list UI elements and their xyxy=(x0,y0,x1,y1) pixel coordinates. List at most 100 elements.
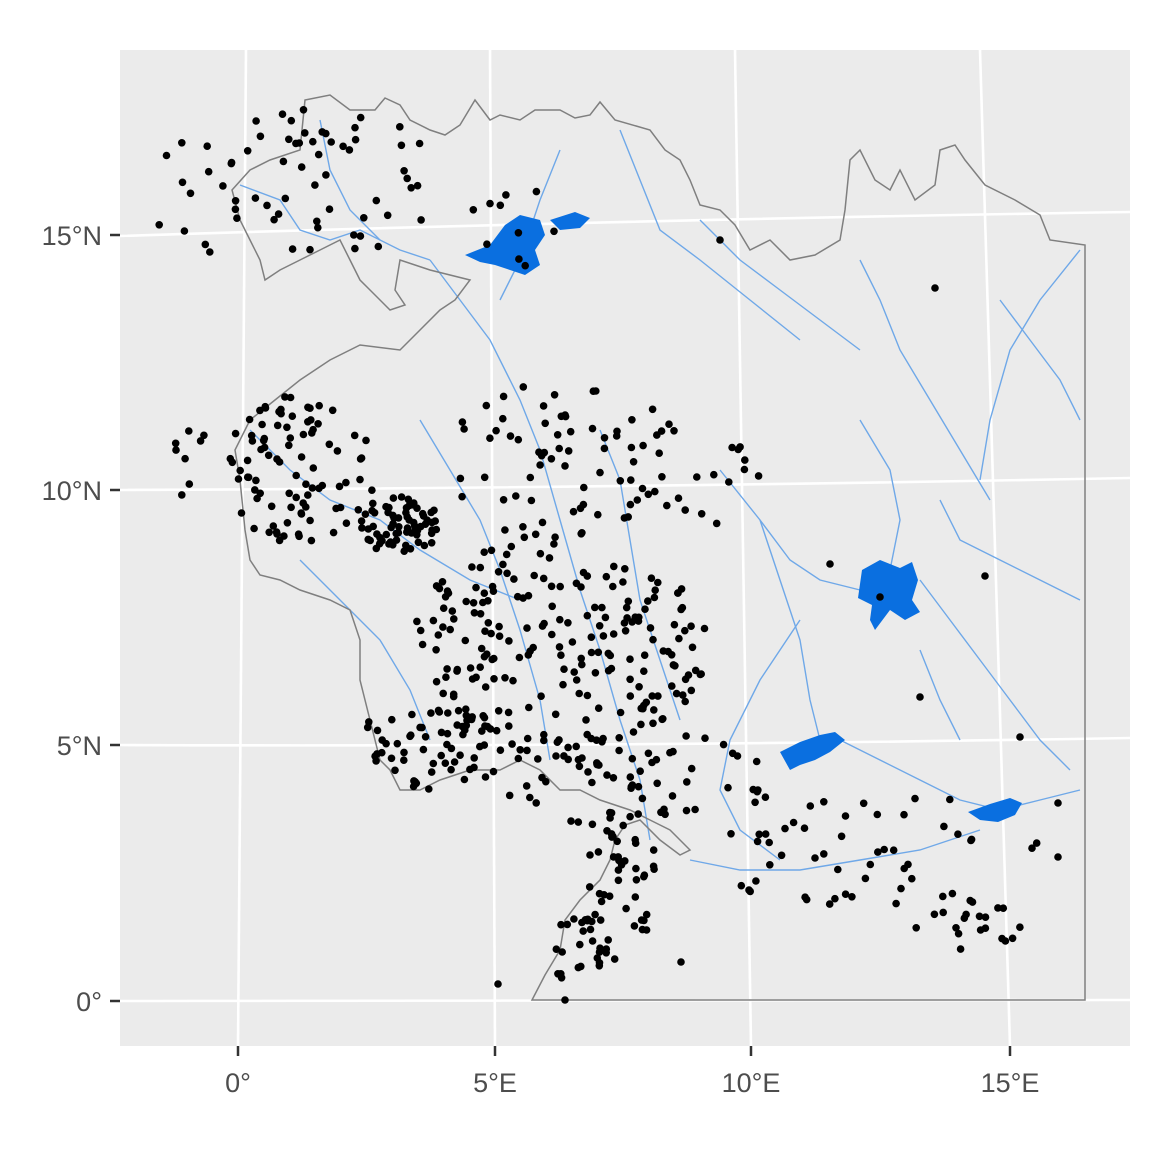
observation-point xyxy=(954,830,962,838)
observation-point xyxy=(413,617,421,626)
observation-point xyxy=(201,240,210,249)
observation-point xyxy=(480,713,489,722)
observation-point xyxy=(419,745,428,754)
observation-point xyxy=(540,730,548,739)
observation-point xyxy=(609,774,618,782)
observation-point xyxy=(765,838,773,847)
observation-point xyxy=(547,582,556,591)
observation-point xyxy=(981,924,990,932)
observation-point xyxy=(374,242,383,251)
observation-point xyxy=(358,524,366,532)
observation-point xyxy=(728,749,737,758)
observation-point xyxy=(555,736,563,744)
observation-point xyxy=(258,420,266,429)
observation-point xyxy=(494,980,502,988)
observation-point xyxy=(250,524,258,533)
observation-point xyxy=(443,729,452,738)
observation-point xyxy=(550,391,559,399)
observation-point xyxy=(825,900,834,908)
observation-point xyxy=(998,934,1006,943)
observation-point xyxy=(219,182,227,190)
observation-point xyxy=(438,578,447,586)
observation-point xyxy=(624,597,633,606)
observation-point xyxy=(469,599,478,607)
observation-point xyxy=(400,748,408,757)
observation-point xyxy=(681,675,690,684)
observation-point xyxy=(650,865,658,873)
observation-point xyxy=(1016,923,1024,931)
observation-point xyxy=(834,865,842,874)
observation-point xyxy=(494,568,503,576)
observation-point xyxy=(616,477,625,485)
observation-point xyxy=(541,419,549,428)
observation-point xyxy=(687,622,695,630)
observation-point xyxy=(458,722,467,731)
river xyxy=(239,184,431,261)
observation-point xyxy=(719,740,728,749)
observation-point xyxy=(701,734,709,742)
observation-point xyxy=(897,884,905,893)
observation-point xyxy=(269,522,278,530)
observation-point xyxy=(447,765,455,774)
observation-point xyxy=(314,150,323,159)
observation-point xyxy=(514,229,523,237)
observation-point xyxy=(441,759,450,767)
observation-point xyxy=(227,158,236,167)
observation-point xyxy=(523,734,532,743)
observation-point xyxy=(332,504,340,513)
observation-point xyxy=(761,830,770,838)
observation-point xyxy=(820,850,828,858)
observation-point xyxy=(185,427,193,435)
observation-point xyxy=(640,667,648,675)
observation-point xyxy=(550,227,558,236)
observation-point xyxy=(378,736,387,744)
observation-point xyxy=(626,812,634,821)
observation-point xyxy=(874,848,882,856)
observation-point xyxy=(880,845,888,854)
observation-point xyxy=(369,499,377,508)
observation-point xyxy=(631,835,639,844)
observation-point xyxy=(587,633,596,641)
observation-point xyxy=(481,627,489,635)
x-tick-label-15e: 15°E xyxy=(981,1068,1040,1098)
observation-point xyxy=(243,473,252,482)
observation-point xyxy=(628,754,637,763)
observation-point xyxy=(607,809,616,817)
observation-point xyxy=(1016,733,1024,741)
observation-point xyxy=(538,518,547,527)
observation-point xyxy=(658,473,666,481)
observation-point xyxy=(389,494,398,502)
observation-point xyxy=(439,689,448,698)
observation-point xyxy=(621,627,630,635)
observation-point xyxy=(948,889,957,898)
observation-point xyxy=(274,210,283,218)
observation-point xyxy=(393,739,402,748)
observation-point xyxy=(492,726,501,735)
observation-point xyxy=(505,637,513,645)
graticule-lat-15 xyxy=(119,210,1131,238)
observation-point xyxy=(429,616,438,625)
observation-point xyxy=(558,948,566,956)
observation-point xyxy=(390,514,398,522)
observation-point xyxy=(586,851,594,859)
river xyxy=(719,619,801,861)
observation-point xyxy=(281,194,290,203)
y-tick-label-5n: 5°N xyxy=(57,731,102,761)
observation-point xyxy=(956,945,965,953)
observation-point xyxy=(237,509,246,517)
observation-point xyxy=(318,128,327,136)
observation-point xyxy=(286,434,295,442)
observation-point xyxy=(598,603,606,612)
observation-point xyxy=(669,747,677,756)
observation-point xyxy=(848,893,856,901)
observation-point xyxy=(309,137,317,146)
observation-point xyxy=(314,223,322,232)
observation-point xyxy=(357,517,366,525)
observation-point xyxy=(640,916,648,925)
observation-point xyxy=(644,490,653,499)
observation-point xyxy=(563,920,572,929)
observation-point xyxy=(413,526,422,535)
observation-point xyxy=(416,626,425,635)
observation-point xyxy=(403,174,412,183)
observation-point xyxy=(172,446,180,454)
